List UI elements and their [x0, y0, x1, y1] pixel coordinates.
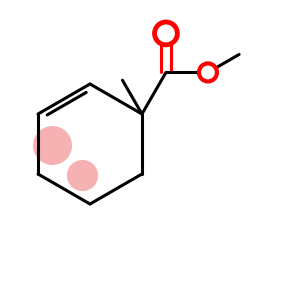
- Circle shape: [199, 63, 217, 81]
- Circle shape: [33, 126, 72, 165]
- Circle shape: [154, 22, 177, 45]
- Circle shape: [67, 160, 98, 191]
